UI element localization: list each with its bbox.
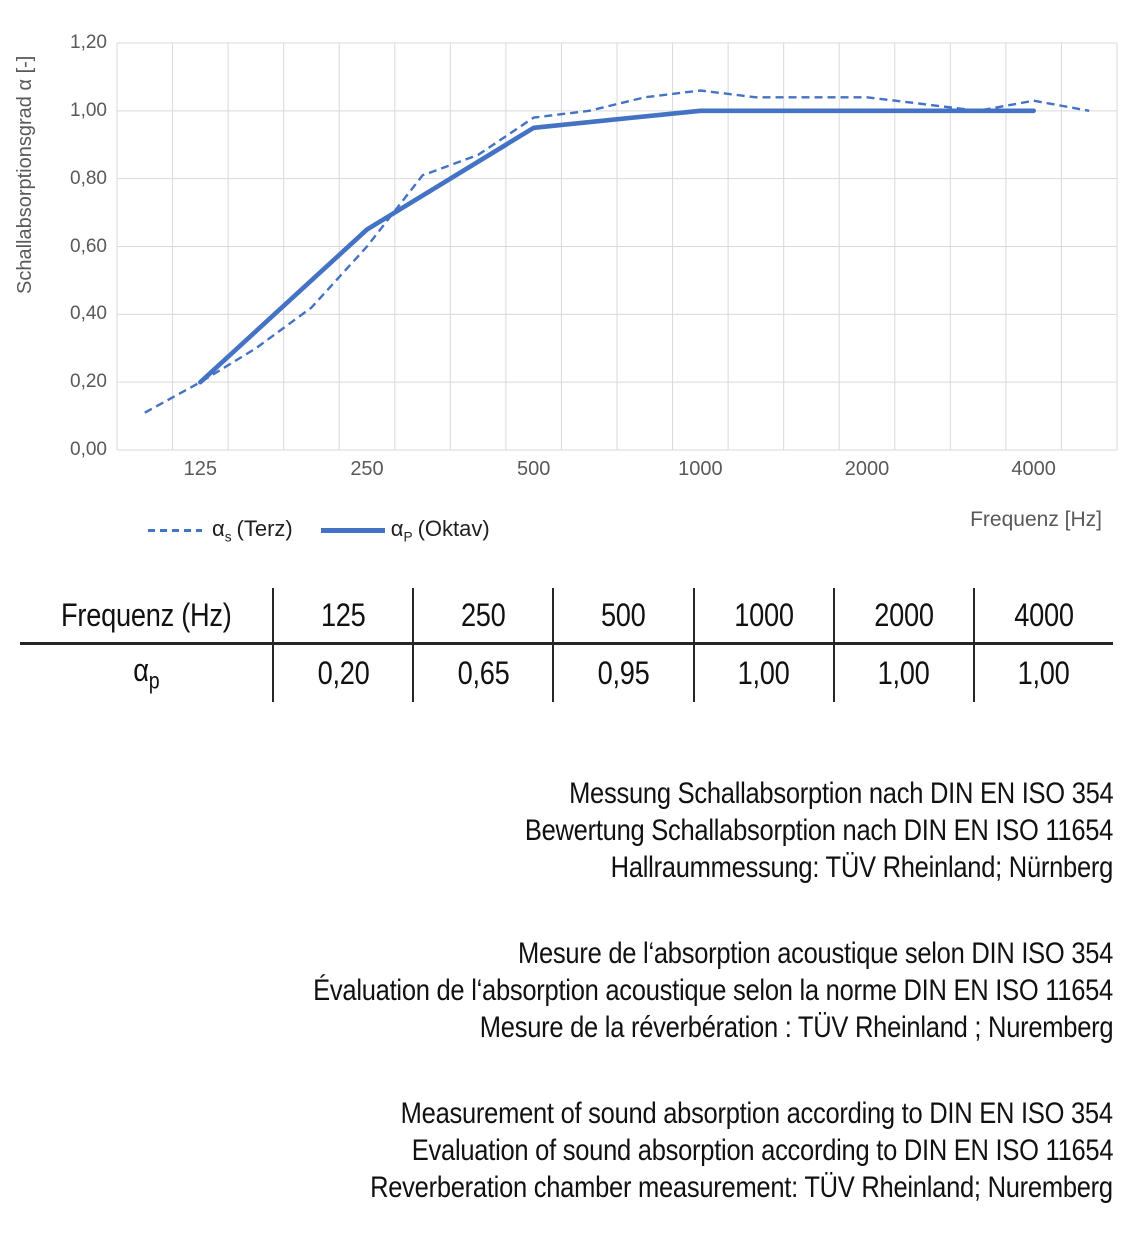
x-tick-label: 4000: [1011, 458, 1056, 480]
y-tick-label: 0,60: [70, 235, 107, 257]
table-value-cell: 1,00: [692, 645, 833, 702]
x-tick-label: 500: [516, 458, 551, 480]
note-line: Measurement of sound absorption accordin…: [400, 1097, 1113, 1130]
y-tick-label: 0,20: [70, 371, 107, 393]
note-english: Measurement of sound absorption accordin…: [20, 1095, 1113, 1206]
note-line: Mesure de l‘absorption acoustique selon …: [517, 937, 1113, 970]
y-axis-title: Schallabsorptionsgrad α [-]: [14, 55, 36, 295]
table-header-cell: 4000: [972, 588, 1113, 645]
absorption-table: Frequenz (Hz) 125 250 500 1000 2000 4000 αp 0,20…: [20, 588, 1113, 702]
y-tick-label: 0,00: [70, 439, 107, 460]
absorption-chart: Schallabsorptionsgrad α [-] 0,00 0,20 0,40…: [0, 0, 1135, 565]
note-german: Messung Schallabsorption nach DIN EN ISO…: [20, 775, 1114, 886]
table-value-cell: 0,95: [552, 645, 692, 702]
x-tick-label: 2000: [844, 458, 890, 480]
note-line: Evaluation of sound absorption according…: [411, 1134, 1113, 1167]
note-french: Mesure de l‘absorption acoustique selon …: [20, 935, 1113, 1046]
note-line: Bewertung Schallabsorption nach DIN EN I…: [524, 814, 1114, 847]
legend-label-terz: αs (Terz): [212, 516, 293, 545]
legend-solid-sample: [320, 527, 385, 533]
note-line: Reverberation chamber measurement: TÜV R…: [370, 1171, 1113, 1204]
x-tick-label: 125: [183, 458, 218, 480]
x-tick-label: 250: [350, 458, 384, 480]
y-tick-label: 0,40: [70, 303, 107, 325]
y-tick-label: 1,20: [70, 32, 107, 53]
table-value-cell: 0,65: [412, 645, 552, 702]
note-line: Hallraummessung: TÜV Rheinland; Nürnberg: [610, 851, 1114, 884]
table-header-cell: 500: [552, 588, 693, 645]
table-value-cell: 1,00: [972, 645, 1113, 702]
table-value-cell: 0,20: [272, 645, 412, 702]
y-tick-label: 1,00: [70, 99, 107, 121]
plot-svg: [116, 42, 1118, 451]
x-tick-label: 1000: [678, 458, 723, 480]
legend-dashed-sample: [148, 528, 202, 532]
table-header-cell: 250: [412, 588, 553, 645]
chart-legend: αs (Terz) αP (Oktav): [148, 516, 490, 544]
y-tick-label: 0,80: [70, 167, 107, 189]
table-value-cell: αp: [132, 652, 160, 694]
note-line: Mesure de la réverbération : TÜV Rheinla…: [479, 1011, 1113, 1044]
table-header-cell: 2000: [832, 588, 973, 645]
note-line: Évaluation de l‘absorption acoustique se…: [313, 974, 1113, 1007]
legend-label-oktav: αP (Oktav): [390, 516, 490, 545]
x-axis-title: Frequenz [Hz]: [970, 508, 1102, 531]
table-value-cell: 1,00: [832, 645, 973, 702]
table-header-cell: Frequenz (Hz): [20, 588, 272, 645]
table-header-cell: 1000: [692, 588, 833, 645]
note-line: Messung Schallabsorption nach DIN EN ISO…: [568, 777, 1114, 810]
table-header-cell: 125: [272, 588, 413, 645]
